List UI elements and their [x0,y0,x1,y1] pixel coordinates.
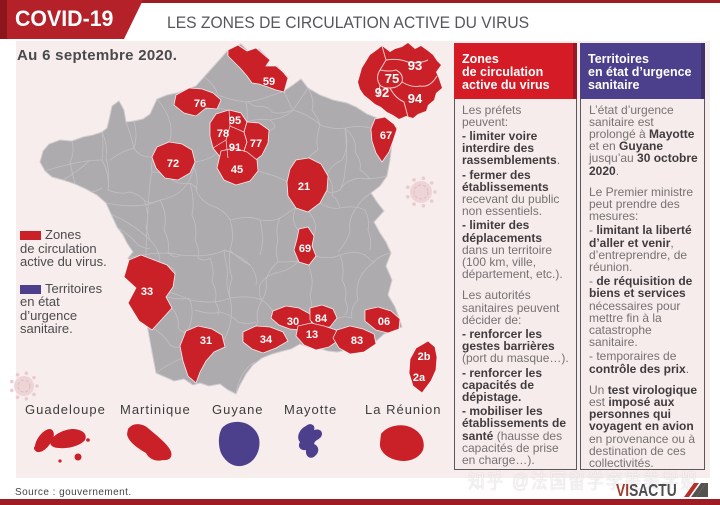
svg-text:77: 77 [250,138,262,150]
svg-text:59: 59 [263,76,275,88]
svg-text:93: 93 [408,58,422,73]
svg-text:83: 83 [351,335,363,347]
svg-text:30: 30 [287,316,299,328]
svg-text:72: 72 [167,158,179,170]
svg-text:13: 13 [306,329,318,341]
svg-text:94: 94 [408,91,423,106]
svg-text:75: 75 [385,71,399,86]
svg-text:06: 06 [378,316,390,328]
svg-text:76: 76 [194,98,206,110]
svg-text:2a: 2a [413,372,426,384]
svg-text:91: 91 [229,142,241,154]
svg-text:69: 69 [299,243,311,255]
svg-text:34: 34 [260,334,273,346]
svg-text:84: 84 [315,313,328,325]
svg-text:2b: 2b [418,351,431,363]
svg-text:45: 45 [231,164,243,176]
svg-text:67: 67 [380,130,392,142]
svg-text:92: 92 [375,85,389,100]
svg-text:95: 95 [229,115,241,127]
svg-text:78: 78 [217,128,229,140]
svg-text:31: 31 [200,335,212,347]
svg-text:21: 21 [298,181,310,193]
svg-text:33: 33 [141,286,153,298]
